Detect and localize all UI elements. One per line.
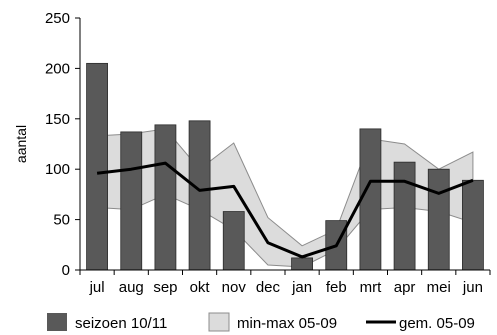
- range-band: [96, 128, 474, 268]
- bar-aug: [120, 131, 143, 271]
- bar-mrt: [359, 128, 382, 271]
- x-tick-label-feb: feb: [326, 279, 347, 296]
- bar-jun: [462, 179, 484, 271]
- x-tick-label-nov: nov: [222, 279, 247, 296]
- x-tick-label-aug: aug: [119, 279, 144, 296]
- bar-mei: [427, 168, 450, 271]
- x-tick-label-okt: okt: [190, 279, 211, 296]
- x-tick-label-jun: jun: [462, 279, 483, 296]
- legend-label-bars: seizoen 10/11: [75, 315, 167, 332]
- legend: seizoen 10/11 min-max 05-09 gem. 05-09: [47, 312, 475, 332]
- range-band-layer: [96, 128, 474, 268]
- x-tick-label-apr: apr: [394, 279, 416, 296]
- x-tick-label-sep: sep: [153, 279, 177, 296]
- legend-swatch-range: [208, 312, 230, 332]
- y-tick-label-200: 200: [45, 60, 70, 77]
- y-tick-label-0: 0: [62, 262, 70, 279]
- bar-sep: [154, 124, 177, 271]
- x-tick-label-dec: dec: [256, 279, 281, 296]
- legend-swatch-bars: [47, 313, 67, 331]
- legend-label-range: min-max 05-09: [237, 315, 337, 332]
- x-tick-label-jan: jan: [291, 279, 312, 296]
- mean-line: [96, 161, 474, 259]
- bar-jan: [291, 257, 313, 271]
- y-axis-label: aantal: [13, 125, 29, 163]
- legend-label-line: gem. 05-09: [399, 315, 475, 332]
- y-tick-label-100: 100: [45, 161, 70, 178]
- y-tick-label-150: 150: [45, 111, 70, 128]
- line-layer: [96, 161, 474, 259]
- x-tick-label-mei: mei: [427, 279, 451, 296]
- y-tick-label-50: 50: [53, 212, 70, 229]
- bar-jul: [86, 62, 108, 271]
- y-tick-label-250: 250: [45, 10, 70, 27]
- x-tick-label-jul: jul: [89, 279, 105, 296]
- x-tick-label-mrt: mrt: [360, 279, 382, 296]
- bar-nov: [222, 211, 245, 271]
- bar-apr: [393, 161, 416, 271]
- bar-okt: [188, 120, 211, 271]
